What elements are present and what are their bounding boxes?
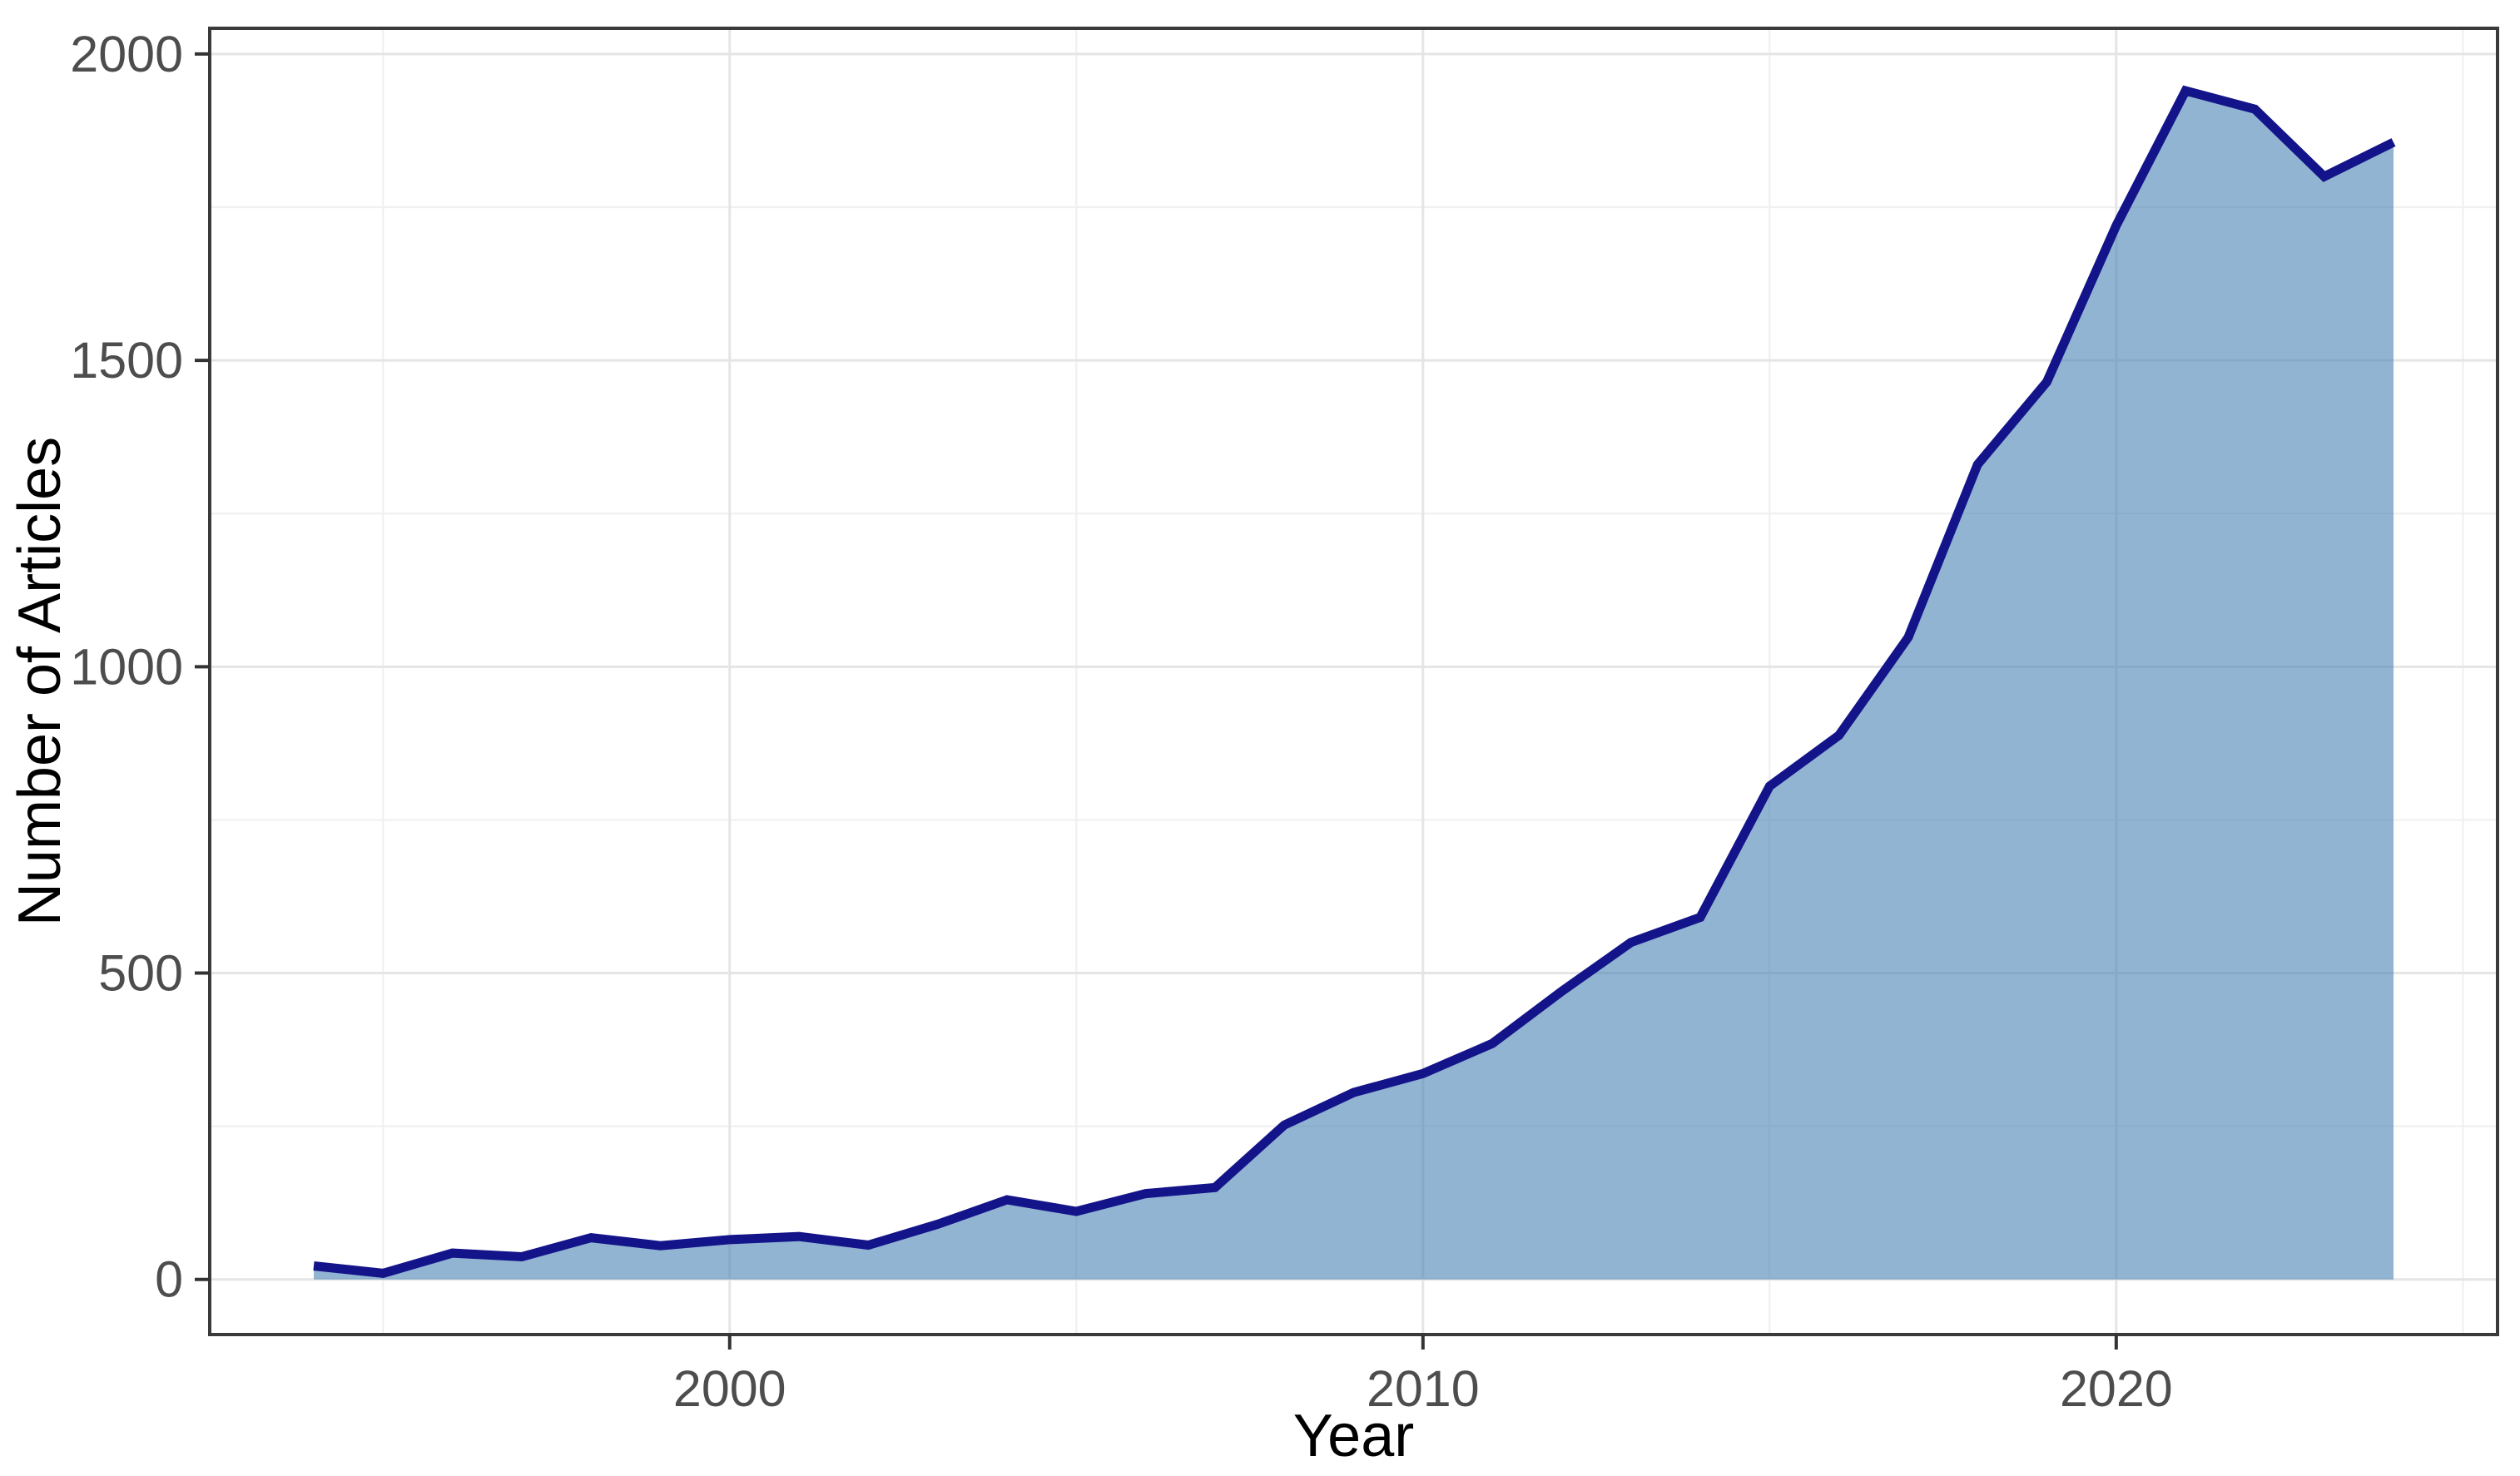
y-tick-label: 500 bbox=[98, 945, 183, 1002]
y-tick-label: 0 bbox=[155, 1251, 183, 1308]
area-fill bbox=[314, 91, 2394, 1280]
x-axis-title: Year bbox=[1293, 1403, 1414, 1469]
x-tick-label: 2000 bbox=[673, 1360, 786, 1417]
y-tick-label: 1500 bbox=[70, 332, 183, 389]
x-axis-tick-labels: 2000 2010 2020 bbox=[673, 1360, 2173, 1417]
y-tick-label: 2000 bbox=[70, 26, 183, 82]
x-tick-label: 2020 bbox=[2060, 1360, 2173, 1417]
y-tick-label: 1000 bbox=[70, 638, 183, 695]
y-axis-tick-labels: 0 500 1000 1500 2000 bbox=[70, 26, 183, 1308]
axis-tick-marks bbox=[195, 52, 2118, 1350]
x-tick-label: 2010 bbox=[1367, 1360, 1480, 1417]
panel-border bbox=[208, 27, 2499, 1336]
area-series bbox=[313, 85, 2396, 1280]
trend-line bbox=[313, 85, 2396, 1278]
y-axis-title: Number of Articles bbox=[7, 437, 73, 926]
